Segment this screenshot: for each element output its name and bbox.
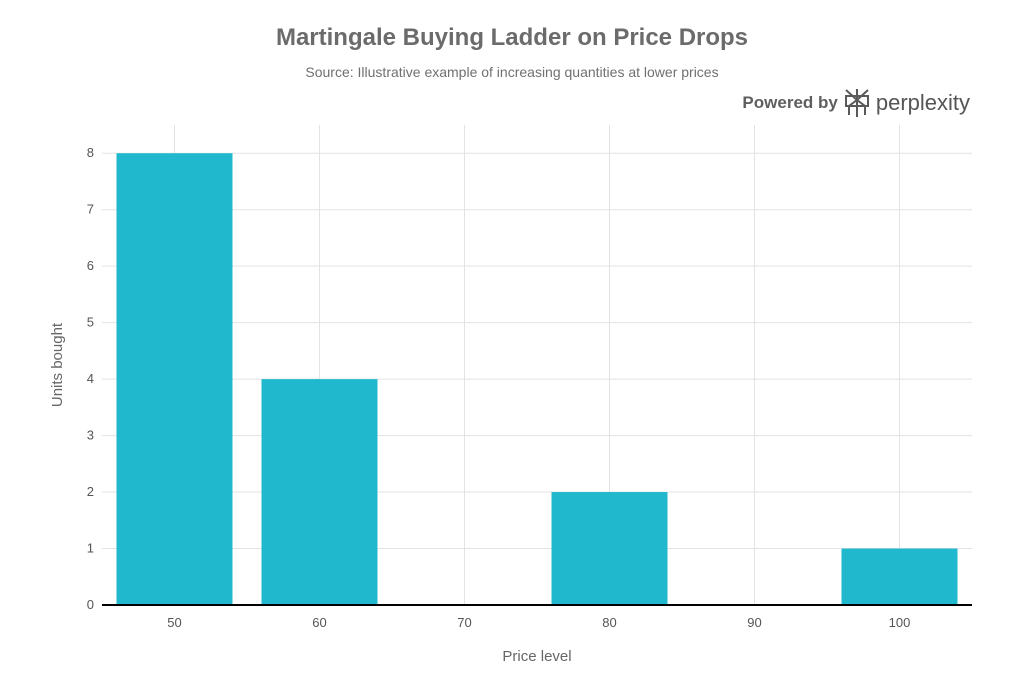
chart-subtitle: Source: Illustrative example of increasi…: [305, 64, 719, 80]
y-tick-label: 1: [87, 541, 94, 556]
y-tick-label: 3: [87, 428, 94, 443]
x-tick-label: 90: [747, 615, 761, 630]
x-axis-label: Price level: [502, 648, 571, 665]
x-tick-label: 100: [889, 615, 911, 630]
brand-name: perplexity: [875, 90, 970, 115]
x-tick-labels: 50 60 70 80 90 100: [167, 615, 910, 630]
powered-by-label: Powered by: [742, 93, 838, 112]
bars: [116, 153, 958, 605]
bar: [551, 492, 668, 605]
y-tick-label: 4: [87, 371, 94, 386]
y-axis-label: Units bought: [49, 322, 66, 407]
y-tick-label: 5: [87, 315, 94, 330]
perplexity-logo-icon: [844, 89, 869, 117]
bar: [841, 548, 958, 605]
y-tick-labels: 0 1 2 3 4 5 6 7 8: [87, 145, 94, 612]
x-tick-label: 70: [457, 615, 471, 630]
x-tick-label: 80: [602, 615, 616, 630]
bar: [116, 153, 233, 605]
x-tick-label: 50: [167, 615, 181, 630]
y-tick-label: 2: [87, 484, 94, 499]
powered-by-badge: Powered by perplexity: [742, 88, 970, 118]
bar: [261, 379, 378, 605]
x-tick-label: 60: [312, 615, 326, 630]
chart-title: Martingale Buying Ladder on Price Drops: [275, 24, 749, 51]
y-tick-label: 0: [87, 597, 94, 612]
y-tick-label: 8: [87, 145, 94, 160]
y-tick-label: 6: [87, 258, 94, 273]
y-tick-label: 7: [87, 202, 94, 217]
